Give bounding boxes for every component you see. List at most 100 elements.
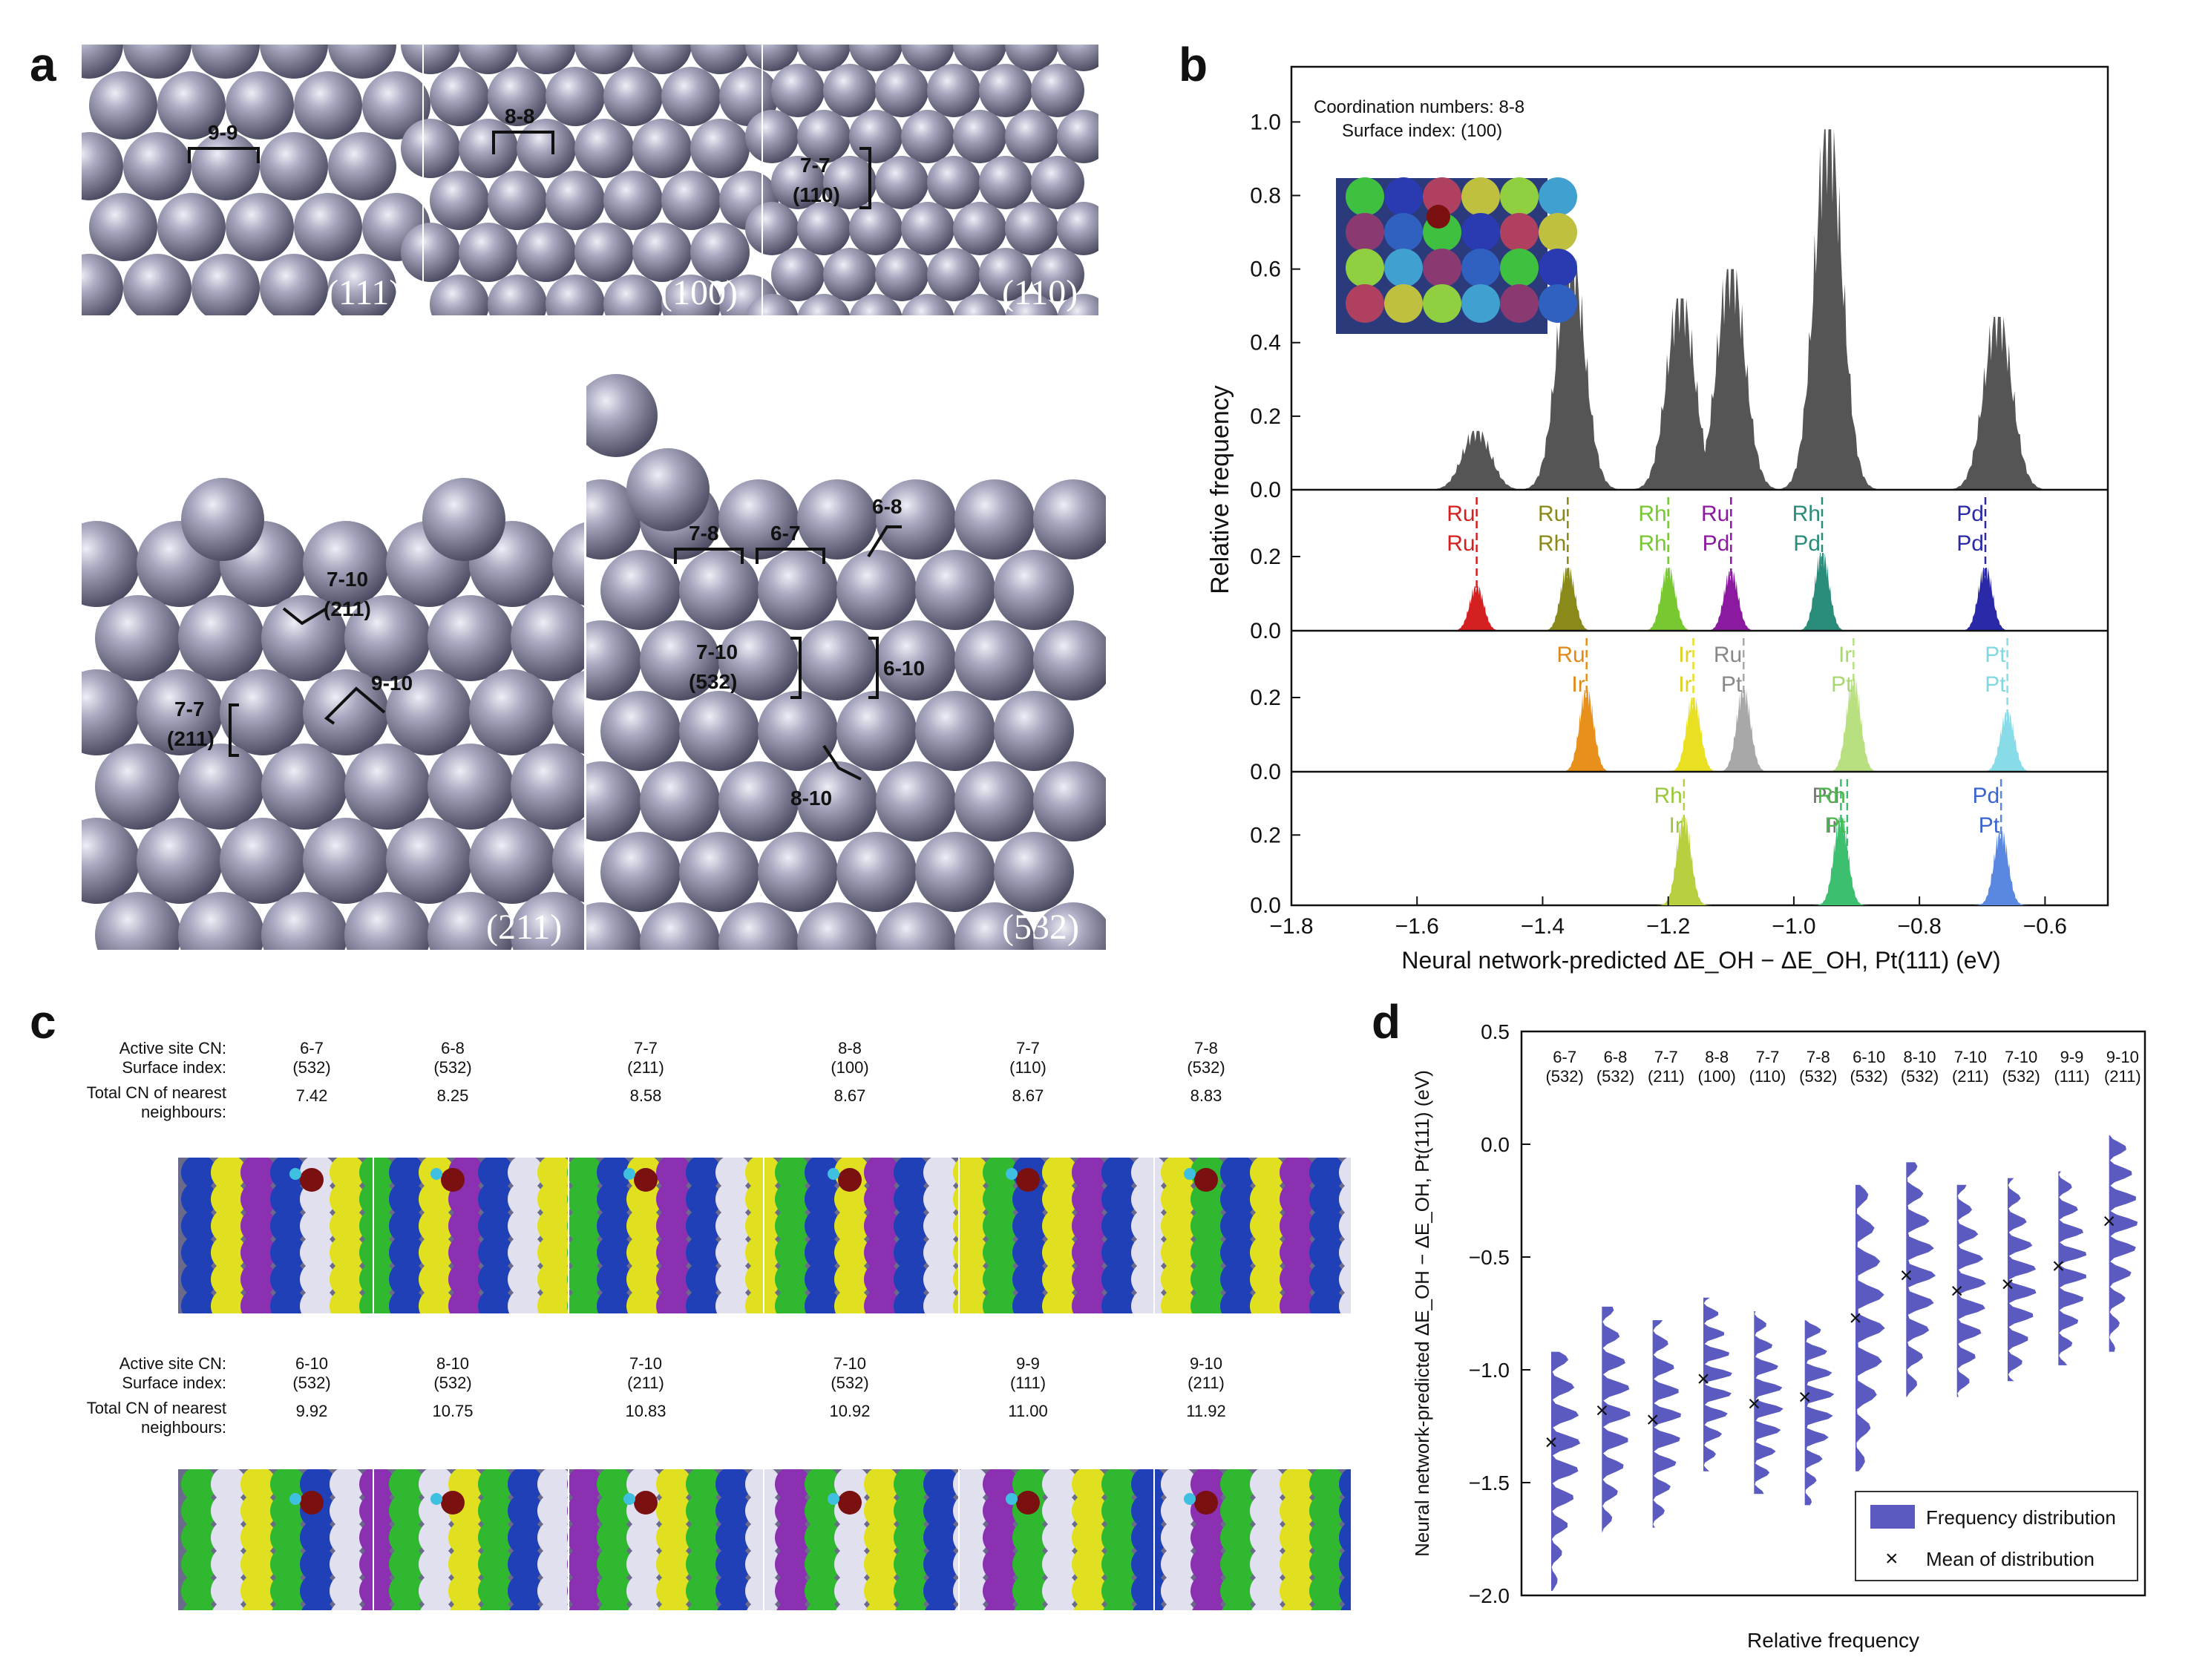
- atom: [805, 1208, 840, 1244]
- atom: [923, 1181, 959, 1217]
- category-surface-label: (532): [1901, 1067, 1939, 1086]
- atom: [1190, 1520, 1226, 1555]
- atom: [775, 1208, 810, 1244]
- hydrogen-atom: [289, 1168, 301, 1180]
- atom-sphere: [191, 45, 260, 79]
- atom: [567, 1573, 603, 1609]
- atom-sphere: [586, 479, 641, 560]
- y-tick-label: 0.2: [1250, 404, 1281, 429]
- atom-sphere: [603, 171, 663, 230]
- site-value: 9.92: [295, 1402, 328, 1420]
- atom: [597, 1235, 632, 1270]
- atom: [686, 1288, 721, 1313]
- atom: [330, 1235, 365, 1270]
- atom: [656, 1469, 692, 1502]
- site-value: (532): [831, 1374, 869, 1392]
- atom-sphere: [328, 45, 396, 79]
- atom: [1280, 1208, 1315, 1244]
- atom: [389, 1158, 425, 1190]
- atom: [864, 1208, 900, 1244]
- pair-label-bottom: Pt: [1979, 813, 2000, 838]
- atom: [1280, 1181, 1315, 1217]
- atom: [448, 1235, 484, 1270]
- site-value: (532): [433, 1374, 472, 1392]
- atom: [242, 1600, 275, 1610]
- site-value: 8.58: [629, 1086, 662, 1105]
- pair-label-bottom: Pd: [1956, 531, 1984, 556]
- atom-sphere: [1005, 202, 1058, 255]
- atom: [1012, 1235, 1048, 1270]
- atom: [895, 1600, 928, 1610]
- inset-structure-image: [1336, 177, 1577, 334]
- atom: [270, 1235, 306, 1270]
- atom: [1042, 1208, 1078, 1244]
- atom: [894, 1158, 929, 1190]
- atom: [775, 1520, 810, 1555]
- atom-sphere: [459, 119, 518, 178]
- atom-sphere: [552, 522, 584, 606]
- atom: [419, 1546, 454, 1582]
- atom-sphere: [511, 595, 584, 681]
- atom: [894, 1261, 929, 1297]
- atom: [1042, 1520, 1078, 1555]
- atom-sphere: [344, 595, 430, 681]
- atom: [864, 1158, 900, 1190]
- atom-sphere: [875, 64, 928, 117]
- pair-label-bottom: Pt: [1831, 672, 1853, 697]
- atom: [359, 1181, 395, 1217]
- atom-sphere: [294, 193, 362, 261]
- site-value: (532): [292, 1058, 331, 1077]
- atom: [272, 1600, 304, 1610]
- atom: [1190, 1261, 1226, 1297]
- oxygen-atom: [1194, 1491, 1218, 1515]
- atom: [864, 1235, 900, 1270]
- pair-label-bottom: Pt: [1824, 813, 1846, 838]
- atom: [240, 1288, 276, 1313]
- atom: [1309, 1181, 1345, 1217]
- inset-coordination-text: Coordination numbers: 8-8: [1314, 97, 1524, 117]
- atom: [270, 1288, 306, 1313]
- atom: [1339, 1209, 1351, 1243]
- atom: [270, 1546, 306, 1582]
- row-label-line: Surface index:: [122, 1058, 226, 1077]
- atom-sphere: [137, 669, 223, 755]
- atom: [1044, 1600, 1076, 1610]
- atom: [983, 1235, 1018, 1270]
- atom: [953, 1208, 989, 1244]
- x-tick-label: −1.6: [1395, 914, 1439, 939]
- atom: [656, 1181, 692, 1217]
- x-tick-label: −1.0: [1772, 914, 1815, 939]
- atom: [1162, 1600, 1195, 1610]
- category-cn-label: 7-8: [1807, 1048, 1830, 1066]
- atom-sphere: [745, 202, 799, 255]
- atom: [1101, 1261, 1137, 1297]
- atom: [1220, 1469, 1256, 1502]
- atom-sphere: [953, 45, 1006, 71]
- atom: [330, 1520, 365, 1555]
- atom-sphere: [511, 744, 584, 830]
- atom-sphere: [328, 132, 396, 200]
- atom: [1042, 1469, 1078, 1502]
- atom: [1250, 1235, 1285, 1270]
- facet-label-100: (100): [661, 273, 738, 312]
- atom: [864, 1288, 900, 1313]
- atom: [715, 1469, 751, 1502]
- atom-sphere: [344, 892, 430, 950]
- atom: [508, 1520, 543, 1555]
- atom-sphere: [220, 818, 306, 904]
- atom: [953, 1158, 989, 1190]
- atom: [1131, 1208, 1167, 1244]
- atom: [240, 1158, 276, 1190]
- site-value: 11.00: [1008, 1402, 1048, 1420]
- inset-atom: [1539, 249, 1577, 287]
- atom: [1220, 1158, 1256, 1190]
- atom: [389, 1493, 425, 1529]
- atom: [687, 1600, 720, 1610]
- atom: [597, 1208, 632, 1244]
- facet-spheres-532: [586, 374, 1106, 950]
- atom: [658, 1600, 690, 1610]
- atom-sphere: [718, 761, 799, 841]
- atom: [923, 1158, 959, 1190]
- atom: [894, 1520, 929, 1555]
- atom-sphere: [430, 275, 489, 315]
